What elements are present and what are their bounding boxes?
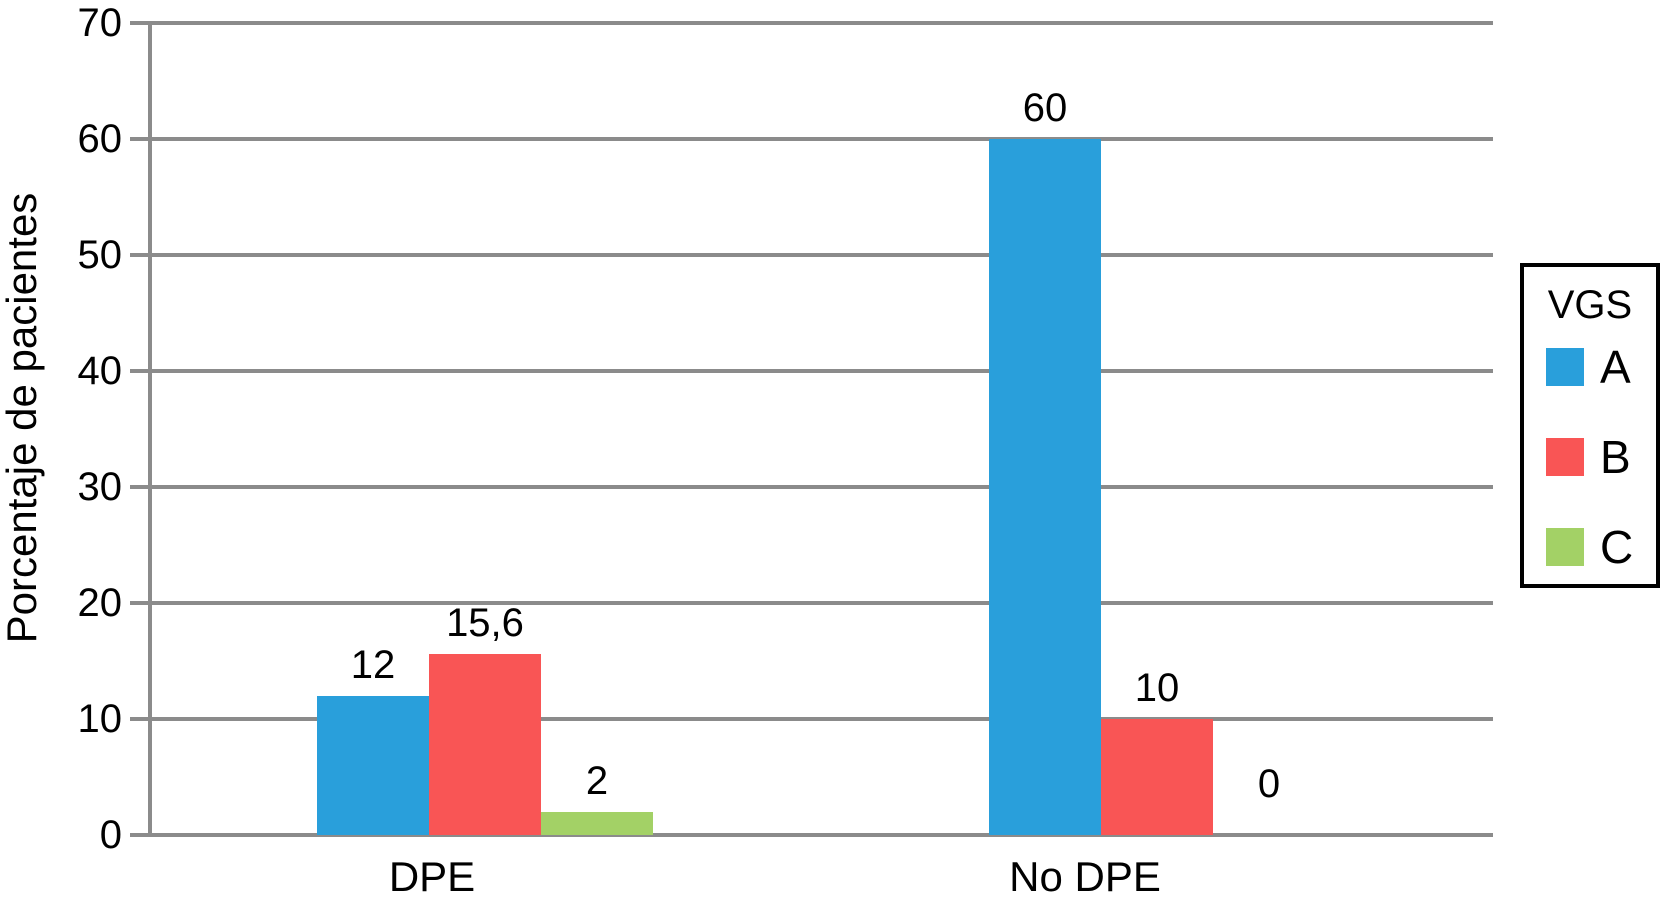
y-tick [130, 717, 148, 721]
y-axis-line [148, 21, 152, 837]
gridline [152, 601, 1493, 605]
y-tick-label: 0 [99, 813, 122, 857]
category-label: No DPE [1009, 853, 1161, 900]
gridline [152, 137, 1493, 141]
y-tick-label: 20 [77, 581, 123, 625]
y-tick-label: 30 [77, 465, 123, 509]
y-tick-label: 10 [77, 697, 123, 741]
y-tick [130, 601, 148, 605]
bar-value-label: 12 [350, 642, 396, 687]
y-tick-label: 60 [77, 117, 123, 161]
legend-title: VGS [1547, 283, 1633, 327]
y-tick-label: 50 [77, 233, 123, 277]
y-tick-label: 70 [77, 1, 123, 45]
legend-swatch-b [1546, 438, 1584, 476]
bar-value-label: 0 [1257, 762, 1281, 806]
legend-item-c: C [1546, 521, 1633, 573]
legend-item-b: B [1546, 431, 1631, 483]
bar-value-label: 2 [585, 758, 609, 803]
y-tick [130, 485, 148, 489]
legend-item-a: A [1546, 341, 1631, 393]
bar-value-label: 15,6 [446, 601, 524, 646]
bar-b-no-dpe [1101, 719, 1213, 835]
y-tick [130, 253, 148, 257]
y-tick [130, 21, 148, 25]
legend-item-label: A [1600, 341, 1631, 393]
y-tick [130, 833, 148, 837]
legend-item-label: C [1600, 521, 1634, 573]
gridline [152, 369, 1493, 373]
gridline [152, 485, 1493, 489]
bar-value-label: 10 [1134, 666, 1180, 710]
gridline [152, 253, 1493, 257]
bar-c-dpe [541, 811, 653, 835]
gridline [152, 21, 1493, 25]
y-tick-label: 40 [77, 349, 123, 393]
y-axis-title: Porcentaje de pacientes [0, 192, 45, 644]
bar-a-dpe [317, 695, 429, 835]
bar-b-dpe [429, 654, 541, 835]
gridline [152, 833, 1493, 837]
legend-item-label: B [1600, 431, 1631, 483]
bar-a-no-dpe [989, 139, 1101, 835]
gridline [152, 717, 1493, 721]
bar-value-label: 60 [1022, 86, 1068, 130]
category-label: DPE [388, 853, 476, 900]
legend-swatch-c [1546, 528, 1584, 566]
y-tick [130, 137, 148, 141]
legend-swatch-a [1546, 348, 1584, 386]
y-tick [130, 369, 148, 373]
